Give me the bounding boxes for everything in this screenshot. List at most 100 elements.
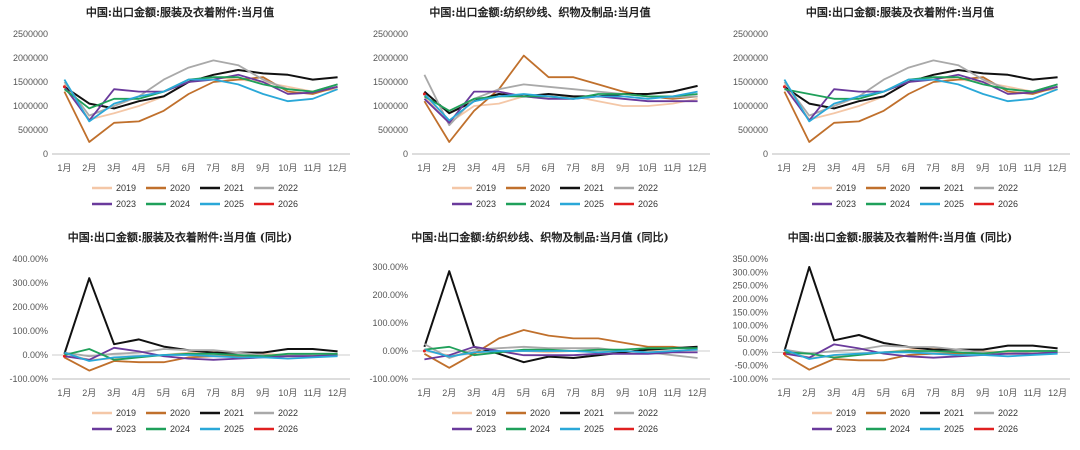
chart-title: 中国:出口金额:纺织纱线、织物及制品:当月值 [429,6,651,19]
y-tick-label: 350.00% [732,254,768,264]
y-tick-label: 250.00% [732,281,768,291]
series-line-2020 [63,76,338,143]
y-tick-label: 300.00% [372,262,408,272]
y-tick-label: 2000000 [13,53,48,63]
series-line-2023 [424,345,698,361]
x-tick-label: 1月 [417,388,431,398]
chart-title: 中国:出口金额:服装及衣着附件:当月值 [805,6,995,19]
y-tick-label: 500000 [738,125,768,135]
x-tick-label: 12月 [1048,163,1067,173]
legend-label-2020: 2020 [890,183,910,193]
y-tick-label: 100.00% [372,318,408,328]
legend-label-2025: 2025 [224,424,244,434]
x-tick-label: 3月 [827,388,841,398]
x-tick-label: 6月 [182,388,196,398]
chart-svg: 0 500000 1000000 1500000 2000000 2500000 1月 2月 3… [13,29,350,209]
x-tick-label: 11月 [664,388,682,398]
chart-svg: -100.00% 0.00% 100.00% 200.00% 300.00% 1月 2月 3月… [369,262,710,434]
series-point-2026 [422,92,426,96]
x-tick-label: 12月 [328,388,347,398]
legend-label-2023: 2023 [476,199,496,209]
series-line-2023 [784,343,1058,359]
x-tick-label: 10月 [278,163,297,173]
y-tick-label: 0 [403,149,408,159]
y-tick-label: -100.00% [729,374,768,384]
x-tick-label: 7月 [206,163,220,173]
y-tick-label: 200.00% [372,290,408,300]
series-line-2025 [63,78,338,123]
x-tick-label: 5月 [517,388,531,398]
legend-label-2022: 2022 [278,183,298,193]
series-line-2019 [783,76,1058,121]
y-tick-label: 400.00% [12,254,48,264]
legend-label-2022: 2022 [638,183,658,193]
legend-label-2025: 2025 [584,199,604,209]
x-tick-label: 7月 [566,163,580,173]
x-tick-label: 1月 [57,163,71,173]
x-tick-label: 3月 [467,388,481,398]
x-tick-label: 1月 [57,388,71,398]
legend-label-2020: 2020 [530,408,550,418]
series-line-2019 [63,76,338,121]
legend-label-2024: 2024 [170,199,190,209]
legend-label-2023: 2023 [476,424,496,434]
series-line-2021 [423,270,698,364]
x-tick-label: 5月 [157,388,171,398]
legend-label-2019: 2019 [116,183,136,193]
y-tick-label: 2500000 [373,29,408,39]
chart-panel-5: 中国:出口金额:纺织纱线、织物及制品:当月值 (同比) -100.00% 0.00%… [360,225,720,450]
series-line-2025 [424,348,698,358]
legend-label-2024: 2024 [530,424,550,434]
x-tick-label: 7月 [206,388,220,398]
y-tick-label: 300.00% [732,267,768,277]
x-tick-label: 10月 [998,163,1017,173]
x-tick-label: 4月 [132,163,146,173]
legend-label-2021: 2021 [224,183,244,193]
x-tick-label: 4月 [852,388,866,398]
y-tick-label: 200.00% [732,294,768,304]
series-line-2025 [64,351,338,362]
y-tick-label: 1000000 [13,101,48,111]
legend-label-2021: 2021 [944,183,964,193]
y-tick-label: 100.00% [12,326,48,336]
series-line-2023 [423,90,698,124]
series-line-2023 [783,73,1058,122]
legend-label-2019: 2019 [476,408,496,418]
series-line-2020 [423,329,698,369]
y-tick-label: 2000000 [733,53,768,63]
series-line-2020 [783,351,1058,371]
x-tick-label: 4月 [132,388,146,398]
chart-svg: -100.00% -50.00% 0.00% 50.00% 100.00% 150.00%… [729,254,1070,434]
x-tick-label: 8月 [591,163,605,173]
x-tick-label: 8月 [231,388,245,398]
x-tick-label: 6月 [902,163,916,173]
x-tick-label: 6月 [182,163,196,173]
series-line-2023 [64,346,338,361]
x-tick-label: 9月 [616,388,630,398]
x-tick-label: 10月 [638,388,657,398]
x-tick-label: 6月 [542,163,556,173]
y-tick-label: 2500000 [13,29,48,39]
x-tick-label: 5月 [157,163,171,173]
x-tick-label: 5月 [877,388,891,398]
x-tick-label: 2月 [82,163,96,173]
y-tick-label: 1000000 [373,101,408,111]
x-tick-label: 1月 [417,163,431,173]
legend-label-2023: 2023 [836,424,856,434]
x-tick-label: 3月 [107,163,121,173]
x-tick-label: 1月 [777,388,791,398]
x-tick-label: 2月 [802,163,816,173]
series-line-2024 [784,350,1058,359]
y-tick-label: -100.00% [369,374,408,384]
y-tick-label: 1000000 [733,101,768,111]
legend-label-2019: 2019 [836,408,856,418]
series-line-2021 [63,277,338,355]
x-tick-label: 4月 [852,163,866,173]
chart-title: 中国:出口金额:服装及衣着附件:当月值 (同比) [67,231,293,244]
y-tick-label: 300.00% [12,278,48,288]
y-tick-label: 2500000 [733,29,768,39]
y-tick-label: 1500000 [733,77,768,87]
x-tick-label: 12月 [328,163,347,173]
series-line-2025 [783,78,1058,123]
legend-label-2021: 2021 [944,408,964,418]
